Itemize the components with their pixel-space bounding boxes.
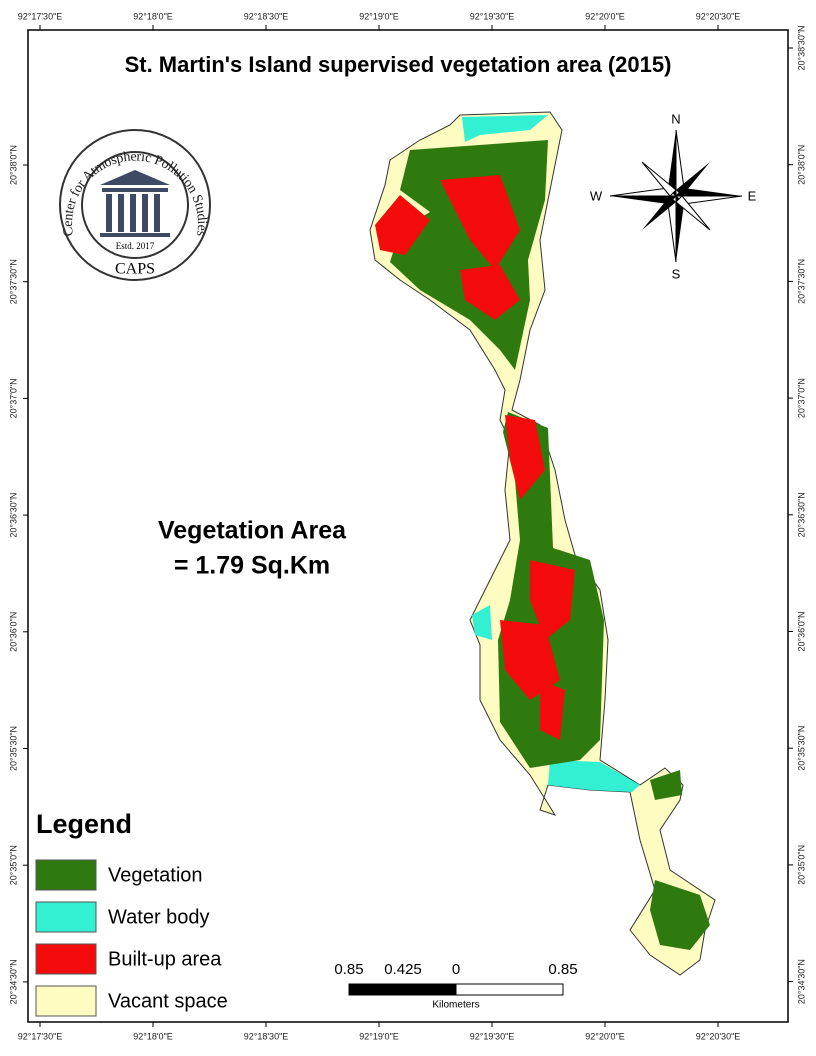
latitude-label: 20°38'0"N: [8, 145, 18, 185]
island: [369, 111, 716, 976]
compass-rose: N S E W: [590, 111, 757, 281]
logo-acronym: CAPS: [115, 261, 155, 278]
map-title: St. Martin's Island supervised vegetatio…: [125, 52, 672, 77]
longitude-label: 92°18'0"E: [133, 1031, 173, 1041]
scale-label: 0.85: [548, 961, 577, 978]
legend-label: Built-up area: [108, 948, 222, 970]
scale-label: 0.85: [334, 961, 363, 978]
compass-north: N: [671, 111, 680, 126]
water-area: [548, 760, 640, 792]
logo-building: [100, 170, 170, 237]
longitude-label: 92°19'30"E: [470, 11, 515, 21]
longitude-label: 92°20'30"E: [696, 1031, 741, 1041]
latitude-label: 20°36'0"N: [8, 612, 18, 652]
latitude-label: 20°37'30"N: [796, 259, 806, 304]
latitude-label: 20°37'0"N: [796, 378, 806, 418]
logo-established: Estd. 2017: [116, 241, 155, 251]
legend-title: Legend: [36, 809, 132, 839]
longitude-label: 92°19'0"E: [359, 1031, 399, 1041]
latitude-label: 20°36'30"N: [796, 492, 806, 537]
vegetation-area: [650, 880, 710, 950]
annotation-line: = 1.79 Sq.Km: [174, 552, 330, 580]
water-area: [462, 115, 548, 142]
longitude-label: 92°19'0"E: [359, 11, 399, 21]
longitude-label: 92°18'30"E: [244, 11, 289, 21]
latitude-label: 20°36'30"N: [8, 493, 18, 538]
latitude-label: 20°34'30"N: [796, 959, 806, 1004]
longitude-label: 92°17'30"E: [18, 1031, 63, 1041]
longitude-label: 92°17'30"E: [18, 11, 63, 21]
latitude-label: 20°35'0"N: [796, 845, 806, 885]
latitude-label: 20°38'0"N: [796, 145, 806, 185]
legend-label: Water body: [108, 906, 210, 928]
scale-label: 0.425: [384, 961, 422, 978]
built-up-area: [375, 195, 430, 255]
latitude-label: 20°35'30"N: [8, 726, 18, 771]
built-up-area: [530, 560, 575, 640]
longitude-label: 92°18'30"E: [244, 1031, 289, 1041]
legend-label: Vegetation: [108, 864, 203, 886]
longitude-label: 92°20'0"E: [585, 1031, 625, 1041]
vegetation-area: [390, 140, 548, 370]
built-up-area: [505, 415, 545, 500]
longitude-label: 92°20'30"E: [696, 11, 741, 21]
scale-label: 0: [452, 961, 460, 978]
compass-east: E: [748, 188, 757, 203]
latitude-label: 20°38'30"N: [796, 25, 806, 70]
vegetation-area: [650, 770, 682, 800]
scale-unit: Kilometers: [432, 1000, 479, 1011]
compass-west: W: [590, 188, 603, 203]
legend-swatch: [35, 943, 97, 975]
water-area: [472, 605, 492, 640]
scale-bar: 0.85 0.425 0 0.85 Kilometers: [334, 961, 577, 1011]
latitude-label: 20°37'0"N: [8, 378, 18, 418]
annotation-line: Vegetation Area: [158, 517, 347, 545]
longitude-label: 92°19'30"E: [470, 1031, 515, 1041]
latitude-label: 20°37'30"N: [8, 259, 18, 304]
built-up-area: [440, 175, 520, 270]
latitude-label: 20°36'0"N: [796, 611, 806, 651]
longitude-label: 92°18'0"E: [133, 11, 173, 21]
logo: Center for Atmospheric Pollution Studies…: [59, 129, 211, 281]
built-up-area: [460, 265, 520, 320]
coordinate-labels: 92°17'30"E 92°18'0"E 92°18'30"E 92°19'0"E 92…: [8, 11, 806, 1041]
legend-swatch: [35, 985, 97, 1017]
legend-label: Vacant space: [108, 990, 228, 1012]
compass-south: S: [672, 266, 681, 281]
latitude-label: 20°35'0"N: [8, 845, 18, 885]
longitude-label: 92°20'0"E: [585, 11, 625, 21]
built-up-area: [500, 620, 560, 700]
latitude-label: 20°34'30"N: [8, 959, 18, 1004]
built-up-area: [540, 680, 565, 740]
legend: Legend Vegetation Water body Built-up area…: [35, 809, 228, 1017]
latitude-label: 20°35'30"N: [796, 726, 806, 771]
legend-swatch: [35, 901, 97, 933]
legend-swatch: [35, 859, 97, 891]
